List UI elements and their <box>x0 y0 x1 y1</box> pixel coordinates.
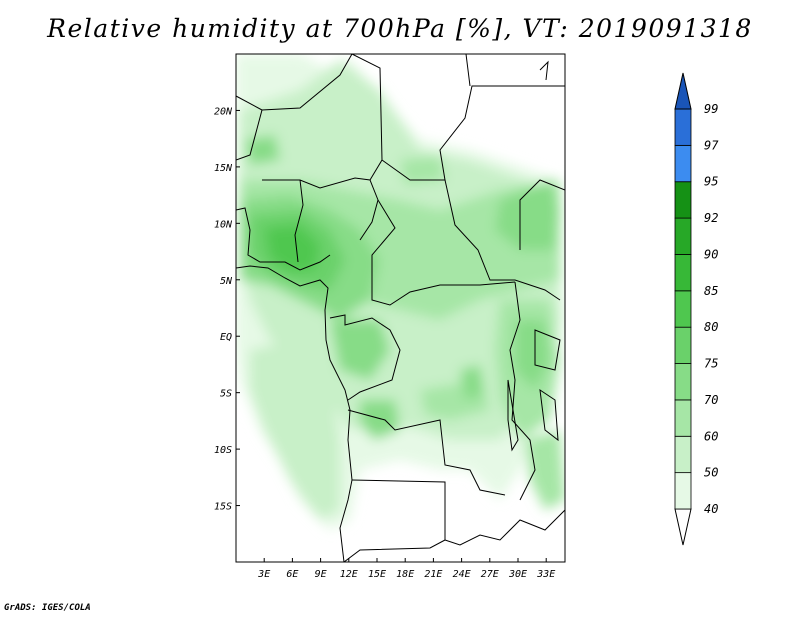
colorbar-label: 50 <box>704 466 718 480</box>
lat-tick-label: EQ <box>220 332 232 343</box>
latitude-axis: 20N 15N 10N 5N EQ 5S 10S 15S <box>214 106 240 513</box>
colorbar-label: 90 <box>704 247 718 261</box>
lat-tick-label: 10N <box>214 219 233 230</box>
colorbar-label: 70 <box>704 393 718 407</box>
colorbar-label: 97 <box>704 138 719 152</box>
humidity-field <box>236 54 565 562</box>
colorbar-label: 40 <box>704 502 718 516</box>
longitude-axis: 3E 6E 9E 12E 15E 18E 21E 24E 27E 30E 33E <box>257 558 555 580</box>
colorbar-label: 80 <box>704 320 718 334</box>
lat-tick-label: 20N <box>214 106 233 117</box>
lon-tick-label: 6E <box>286 569 298 580</box>
colorbar-label: 99 <box>704 102 718 116</box>
colorbar-low-arrow <box>674 508 692 546</box>
colorbar-box <box>674 181 692 219</box>
lon-tick-label: 30E <box>508 569 527 580</box>
lon-tick-label: 9E <box>315 569 327 580</box>
colorbar-box <box>674 363 692 401</box>
map-title: Relative humidity at 700hPa [%], VT: 201… <box>47 14 753 43</box>
colorbar-label: 95 <box>704 175 718 189</box>
colorbar-label: 85 <box>704 284 718 298</box>
lon-tick-label: 33E <box>536 569 555 580</box>
colorbar-label: 92 <box>704 211 718 225</box>
colorbar-high-arrow <box>674 72 692 110</box>
lon-tick-label: 18E <box>396 569 414 580</box>
colorbar-box <box>674 435 692 474</box>
lon-tick-label: 24E <box>453 569 471 580</box>
colorbar-box <box>674 472 692 510</box>
colorbar-box <box>674 290 692 328</box>
map-frame <box>235 53 566 563</box>
colorbar-box <box>674 108 692 146</box>
colorbar-label: 75 <box>704 357 718 371</box>
lat-tick-label: 5S <box>220 389 232 400</box>
colorbar: 40 50 60 70 75 80 85 90 92 95 97 99 <box>674 72 719 546</box>
colorbar-box <box>674 326 692 364</box>
credit-footer: GrADS: IGES/COLA <box>4 603 91 613</box>
lon-tick-label: 27E <box>481 569 499 580</box>
lat-tick-label: 15S <box>214 502 232 513</box>
colorbar-box <box>674 217 692 255</box>
colorbar-label: 60 <box>704 429 718 443</box>
lat-tick-label: 10S <box>214 445 232 456</box>
colorbar-box <box>674 399 692 437</box>
boundaries <box>236 54 565 562</box>
lat-tick-label: 15N <box>214 163 233 174</box>
lat-tick-label: 5N <box>220 276 233 287</box>
colorbar-box <box>674 254 692 292</box>
lon-tick-label: 21E <box>424 569 442 580</box>
lon-tick-label: 3E <box>257 569 270 580</box>
lon-tick-label: 15E <box>368 569 386 580</box>
lon-tick-label: 12E <box>340 569 358 580</box>
colorbar-box <box>674 144 692 183</box>
